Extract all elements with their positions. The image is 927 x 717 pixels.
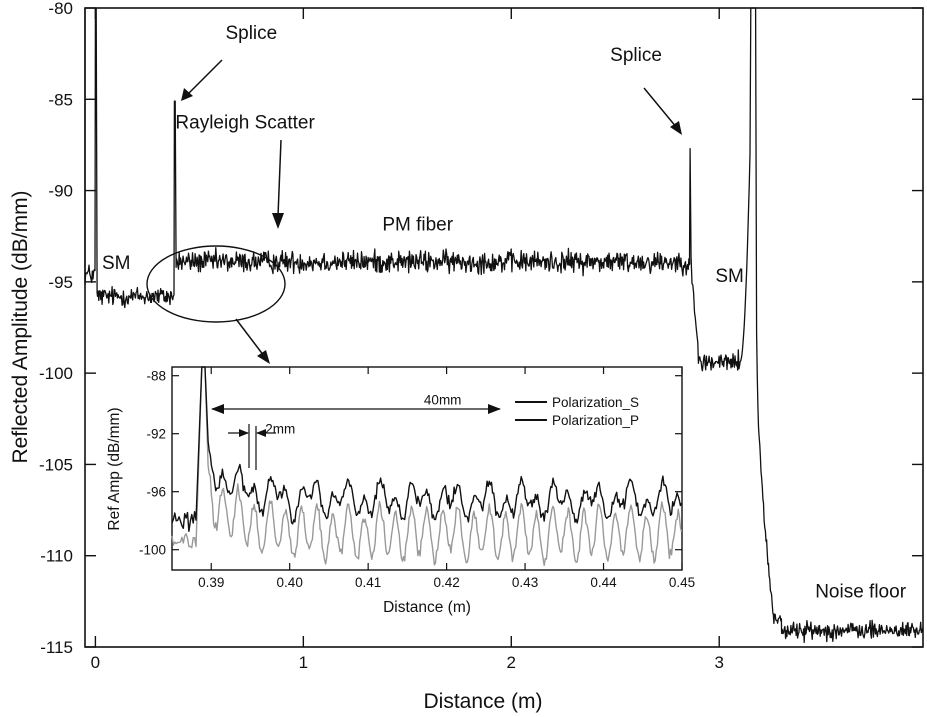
x-tick-label: 3 xyxy=(714,653,723,672)
legend-label-p: Polarization_P xyxy=(552,413,639,428)
inset-x-tick-label: 0.42 xyxy=(433,575,459,590)
inset-x-tick-label: 0.43 xyxy=(512,575,538,590)
arrow-splice-1 xyxy=(185,59,223,97)
inset-x-tick-label: 0.40 xyxy=(277,575,303,590)
annotation-label: Noise floor xyxy=(815,582,906,603)
zoom-ellipse xyxy=(146,245,286,323)
plot-frame xyxy=(84,7,924,648)
inset-frame xyxy=(171,366,683,571)
dimension-2mm-left-arrow xyxy=(239,429,249,437)
dimension-2mm-right-arrow xyxy=(256,429,266,437)
dimension-40mm-right-arrow xyxy=(488,404,501,414)
main-plot: -80 -85 -90 -95 -100 -105 -110 -115 0 1 2 3 Distanc… xyxy=(9,0,924,713)
inset-annotations: 40mm 2mm xyxy=(211,393,501,470)
y-tick-label: -85 xyxy=(48,90,73,109)
arrowhead-rayleigh xyxy=(272,213,284,229)
inset-x-tick-label: 0.44 xyxy=(590,575,617,590)
annotation-label: Rayleigh Scatter xyxy=(175,112,315,133)
arrow-splice-2 xyxy=(643,87,678,129)
y-tick-label: -105 xyxy=(39,455,73,474)
y-tick-label: -90 xyxy=(48,182,73,201)
y-tick-label: -115 xyxy=(40,638,73,657)
arrowhead-zoom xyxy=(257,350,270,364)
series-line-polarization-s xyxy=(171,366,683,532)
x-tick-label: 1 xyxy=(299,653,308,672)
inset-series xyxy=(171,366,683,567)
annotation-label: Splice xyxy=(610,45,662,66)
inset-annotation-label: 2mm xyxy=(265,422,295,437)
inset-plot: -88 -92 -96 -100 0.39 0.40 0.41 0.42 0.43 0.44 0.4… xyxy=(106,366,695,616)
legend-label-s: Polarization_S xyxy=(552,395,639,410)
arrow-rayleigh xyxy=(277,139,282,217)
annotation-label: SM xyxy=(715,266,744,287)
inset-y-tick-label: -96 xyxy=(146,485,166,500)
inset-y-tick-label: -92 xyxy=(146,427,166,442)
y-axis-title: Reflected Amplitude (dB/mm) xyxy=(9,190,32,463)
annotation-label: Splice xyxy=(225,23,277,44)
y-tick-label: -80 xyxy=(48,0,73,18)
inset-y-tick-label: -88 xyxy=(146,369,166,384)
main-ticks: -80 -85 -90 -95 -100 -105 -110 -115 0 1 2 3 xyxy=(39,0,923,672)
inset-legend: Polarization_S Polarization_P xyxy=(515,395,639,428)
x-tick-label: 0 xyxy=(91,653,100,672)
series-line-reflected-amplitude xyxy=(84,7,924,643)
y-tick-label: -110 xyxy=(40,547,73,566)
inset-x-tick-label: 0.39 xyxy=(198,575,224,590)
inset-x-tick-label: 0.41 xyxy=(355,575,381,590)
main-series xyxy=(84,7,924,643)
annotation-label: SM xyxy=(102,253,131,274)
series-line-polarization-p xyxy=(171,366,683,567)
inset-y-axis-title: Ref Amp (dB/mm) xyxy=(106,407,123,530)
arrow-zoom xyxy=(235,318,265,357)
y-tick-label: -100 xyxy=(39,364,73,383)
inset-x-tick-label: 0.45 xyxy=(669,575,695,590)
dimension-40mm-left-arrow xyxy=(211,404,224,414)
x-tick-label: 2 xyxy=(507,653,516,672)
inset-y-tick-label: -100 xyxy=(139,543,166,558)
inset-annotation-label: 40mm xyxy=(424,393,462,408)
inset-x-axis-title: Distance (m) xyxy=(383,599,471,616)
arrowhead-splice-2 xyxy=(670,121,682,135)
inset-ticks: -88 -92 -96 -100 0.39 0.40 0.41 0.42 0.43 0.44 0.4… xyxy=(139,367,695,590)
arrowhead-splice-1 xyxy=(181,88,193,101)
x-axis-title: Distance (m) xyxy=(423,690,542,713)
y-tick-label: -95 xyxy=(48,273,73,292)
main-annotations: Splice Splice Rayleigh Scatter PM fiber SM SM… xyxy=(102,23,907,603)
annotation-label: PM fiber xyxy=(382,215,453,236)
